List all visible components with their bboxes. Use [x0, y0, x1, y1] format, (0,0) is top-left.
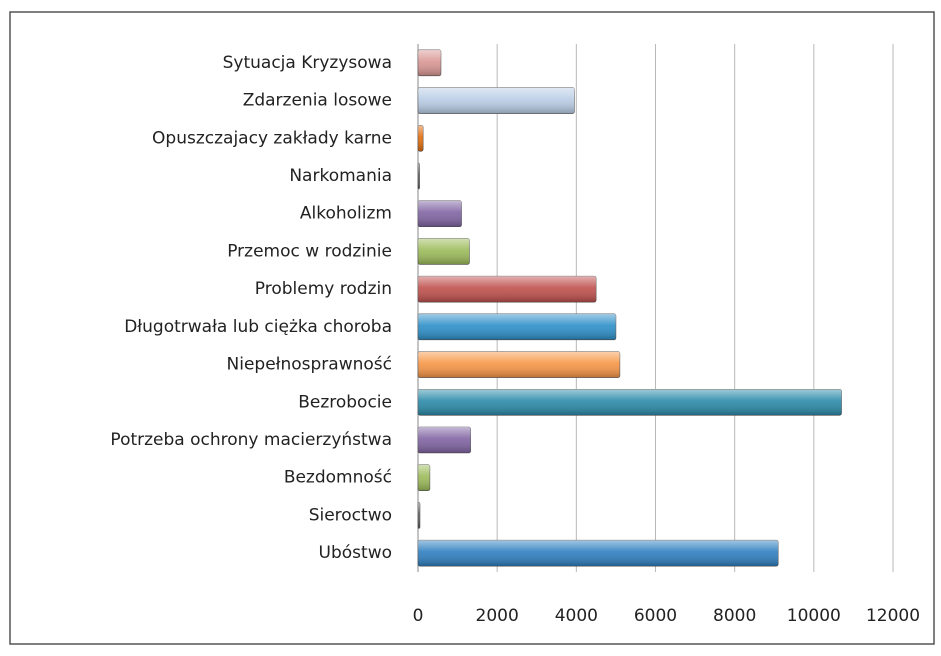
y-tick-label: Narkomania: [289, 166, 392, 186]
bar-gloss: [418, 276, 597, 303]
bar-gloss: [418, 313, 616, 340]
y-tick-label: Przemoc w rodzinie: [227, 241, 392, 261]
bar-gloss: [418, 351, 620, 378]
bar-gloss: [418, 238, 470, 265]
y-tick-label: Ubóstwo: [319, 543, 392, 563]
y-tick-label: Długotrwała lub ciężka choroba: [124, 317, 392, 337]
y-tick-label: Zdarzenia losowe: [243, 91, 392, 111]
x-tick-label: 2000: [476, 606, 519, 626]
y-tick-label: Niepełnosprawność: [227, 355, 393, 375]
x-tick-label: 6000: [634, 606, 677, 626]
bar-gloss: [418, 87, 575, 114]
x-tick-label: 4000: [555, 606, 598, 626]
bar-gloss: [418, 125, 424, 152]
x-tick-label: 10000: [787, 606, 841, 626]
x-tick-label: 0: [413, 606, 424, 626]
bar-gloss: [418, 427, 471, 453]
x-tick-label: 12000: [866, 606, 920, 626]
y-tick-label: Alkoholizm: [300, 204, 392, 224]
frame: [9, 11, 935, 645]
bar-gloss: [418, 540, 779, 567]
y-tick-label: Bezdomność: [284, 468, 392, 488]
y-tick-label: Sytuacja Kryzysowa: [223, 53, 392, 73]
bar-gloss: [418, 464, 430, 491]
bar-gloss: [418, 502, 420, 529]
bar-gloss: [418, 163, 420, 189]
y-tick-label: Problemy rodzin: [255, 279, 392, 299]
bar-gloss: [418, 200, 462, 227]
y-tick-label: Opuszczajacy zakłady karne: [152, 128, 392, 148]
y-tick-label: Sieroctwo: [309, 505, 392, 525]
y-tick-label: Potrzeba ochrony macierzyństwa: [110, 430, 392, 450]
bar-gloss: [418, 49, 441, 76]
bar-gloss: [418, 389, 842, 416]
y-tick-label: Bezrobocie: [298, 392, 392, 412]
x-tick-label: 8000: [713, 606, 756, 626]
